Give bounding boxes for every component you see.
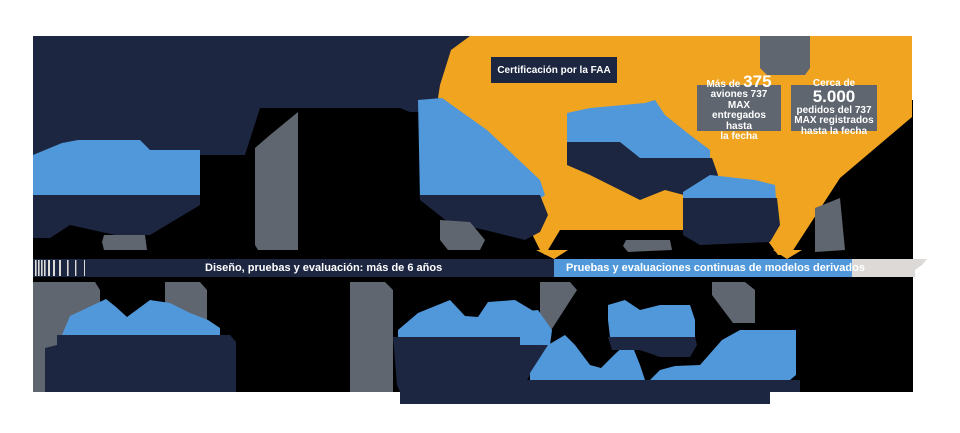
blue-box-9 xyxy=(608,300,695,337)
gray-column-1 xyxy=(255,112,298,195)
navy-box-5 xyxy=(45,335,236,392)
gray-column-lower-4 xyxy=(540,282,577,335)
year-marker-1 xyxy=(102,235,147,250)
orders-stat-headline: Cerca de 5.000 xyxy=(794,77,874,107)
blue-box-6 xyxy=(398,300,545,338)
gray-column-1-lower xyxy=(255,192,298,250)
blue-box-2 xyxy=(418,98,545,200)
orders-line-3: MAX registrados xyxy=(794,115,874,127)
delivered-line-2: aviones 737 MAX xyxy=(710,89,768,111)
blue-box-4 xyxy=(683,175,776,200)
delivered-stat-headline: Más de 375 xyxy=(706,71,772,91)
orders-line-2: pedidos del 737 xyxy=(796,104,872,116)
blue-box-1 xyxy=(33,140,200,195)
blue-box-10 xyxy=(650,330,796,380)
navy-box-6 xyxy=(393,337,550,392)
navy-box-4 xyxy=(683,198,780,245)
timeline-stripes xyxy=(35,260,85,276)
timeline-bar-phase-1 xyxy=(33,259,554,277)
timeline-bar-future xyxy=(852,259,927,277)
orders-stat-box: Cerca de 5.000 pedidos del 737 MAX regis… xyxy=(791,78,877,136)
title-block xyxy=(33,36,480,155)
delivered-line-3: entregados hasta xyxy=(712,110,766,132)
navy-box-3 xyxy=(567,142,718,200)
orders-number: 5.000 xyxy=(812,87,856,107)
delivered-line-4: la fecha xyxy=(720,131,758,142)
year-marker-top xyxy=(760,36,810,75)
blue-box-8 xyxy=(530,335,645,380)
timeline-phase-2-label: Pruebas y evaluaciones continuas de mode… xyxy=(566,262,865,274)
timeline-phase-1-label: Diseño, pruebas y evaluación: más de 6 a… xyxy=(205,262,443,274)
navy-box-9 xyxy=(608,337,697,357)
blue-box-5 xyxy=(62,299,220,335)
milestone-marker-1 xyxy=(536,250,568,259)
delivered-stat-box: Más de 375 aviones 737 MAX entregados ha… xyxy=(697,73,781,142)
gray-column-lower-5 xyxy=(712,282,755,323)
faa-certification-label: Certificación por la FAA xyxy=(491,57,617,83)
orders-prefix: Cerca de xyxy=(812,77,856,89)
navy-box-2 xyxy=(420,195,548,240)
year-marker-4 xyxy=(815,198,845,252)
timeline-bar-phase-2 xyxy=(554,259,852,277)
blue-box-7 xyxy=(520,310,552,345)
delivered-prefix: Más de xyxy=(706,78,744,90)
navy-box-1 xyxy=(33,195,200,238)
orders-line-4: hasta la fecha xyxy=(800,125,868,137)
milestone-marker-2 xyxy=(773,250,802,259)
year-marker-3 xyxy=(623,240,672,252)
gray-column-lower-3 xyxy=(350,282,393,392)
faa-certification-text: Certificación por la FAA xyxy=(497,64,611,76)
delivered-number: 375 xyxy=(743,71,772,91)
navy-footer xyxy=(400,380,800,404)
year-marker-2 xyxy=(440,220,485,250)
